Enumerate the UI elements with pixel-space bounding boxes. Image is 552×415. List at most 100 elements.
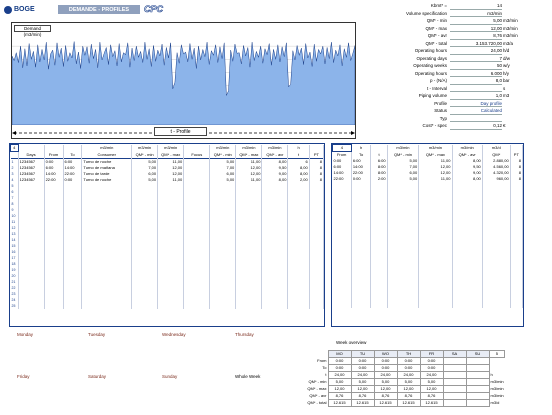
table-cell[interactable] <box>452 200 483 206</box>
table-cell[interactable] <box>183 182 211 189</box>
table-cell[interactable]: 14:00 <box>63 164 83 171</box>
table-cell[interactable] <box>452 188 483 194</box>
table-cell[interactable] <box>63 254 83 261</box>
table-cell[interactable] <box>81 296 133 303</box>
table-cell[interactable] <box>209 224 237 231</box>
table-cell[interactable] <box>387 188 420 194</box>
table-cell[interactable]: 9,50 <box>261 164 289 171</box>
table-cell[interactable] <box>287 248 310 255</box>
table-row[interactable] <box>332 212 524 218</box>
table-cell[interactable] <box>351 248 372 254</box>
table-cell[interactable] <box>44 266 64 273</box>
table-cell[interactable] <box>81 224 133 231</box>
table-cell[interactable] <box>332 218 352 224</box>
table-cell[interactable] <box>332 242 352 248</box>
tab-number[interactable]: 4 <box>10 144 19 152</box>
table-cell[interactable] <box>309 206 325 213</box>
table-cell[interactable] <box>131 236 159 243</box>
table-cell[interactable] <box>157 260 185 267</box>
table-cell[interactable] <box>287 284 310 291</box>
table-cell[interactable] <box>332 236 352 242</box>
table-cell[interactable] <box>387 230 420 236</box>
table-cell[interactable] <box>332 272 352 278</box>
table-cell[interactable] <box>131 242 159 249</box>
table-row[interactable]: 25 <box>10 302 325 309</box>
table-cell[interactable] <box>18 284 45 291</box>
table-cell[interactable]: 8 <box>510 170 524 176</box>
table-cell[interactable] <box>63 284 83 291</box>
table-cell[interactable] <box>261 194 289 201</box>
table-cell[interactable] <box>131 218 159 225</box>
table-cell[interactable] <box>418 302 453 308</box>
table-cell[interactable] <box>183 212 211 219</box>
table-cell[interactable] <box>183 290 211 297</box>
table-cell[interactable]: 22:00 <box>351 170 372 176</box>
table-cell[interactable] <box>418 188 453 194</box>
table-cell[interactable] <box>370 188 388 194</box>
table-cell[interactable] <box>287 182 310 189</box>
table-row[interactable]: 8 <box>10 200 325 207</box>
table-cell[interactable] <box>370 242 388 248</box>
table-cell[interactable]: 8:00 <box>370 170 388 176</box>
table-cell[interactable] <box>452 194 483 200</box>
table-cell[interactable] <box>209 200 237 207</box>
table-cell[interactable] <box>235 290 263 297</box>
table-cell[interactable]: 6,00 <box>387 170 420 176</box>
param-value[interactable]: 24,00 <box>450 47 502 55</box>
table-cell[interactable] <box>44 182 64 189</box>
table-cell[interactable] <box>510 236 524 242</box>
table-cell[interactable] <box>452 272 483 278</box>
table-cell[interactable] <box>332 296 352 302</box>
table-cell[interactable] <box>287 290 310 297</box>
table-cell[interactable] <box>183 230 211 237</box>
table-cell[interactable] <box>510 296 524 302</box>
table-cell[interactable] <box>157 284 185 291</box>
table-cell[interactable] <box>510 260 524 266</box>
table-cell[interactable]: 5,00 <box>209 176 237 183</box>
table-cell[interactable] <box>482 212 511 218</box>
table-cell[interactable] <box>235 266 263 273</box>
table-cell[interactable] <box>309 224 325 231</box>
table-cell[interactable] <box>309 284 325 291</box>
table-row[interactable]: 21 <box>10 278 325 285</box>
table-cell[interactable] <box>351 194 372 200</box>
table-cell[interactable] <box>482 296 511 302</box>
table-cell[interactable] <box>482 236 511 242</box>
table-row[interactable]: 0:00 6:00 6:00 5,00 11,00 8,00 2.880,00 8 <box>332 158 524 164</box>
table-cell[interactable] <box>131 290 159 297</box>
table-row[interactable]: 15 <box>10 242 325 249</box>
table-cell[interactable] <box>309 266 325 273</box>
table-cell[interactable] <box>157 194 185 201</box>
table-cell[interactable] <box>44 200 64 207</box>
table-cell[interactable] <box>183 272 211 279</box>
param-value[interactable]: 12,00 <box>450 24 502 32</box>
table-cell[interactable] <box>452 182 483 188</box>
table-cell[interactable] <box>387 302 420 308</box>
table-cell[interactable] <box>131 284 159 291</box>
table-cell[interactable] <box>287 194 310 201</box>
table-cell[interactable]: 8 <box>510 176 524 182</box>
table-cell[interactable] <box>452 296 483 302</box>
table-cell[interactable] <box>44 224 64 231</box>
table-row[interactable] <box>332 200 524 206</box>
table-cell[interactable]: 11,00 <box>235 158 263 165</box>
table-cell[interactable] <box>387 290 420 296</box>
table-cell[interactable]: Turno de noche <box>81 176 133 183</box>
table-cell[interactable] <box>157 230 185 237</box>
table-cell[interactable] <box>309 230 325 237</box>
table-cell[interactable] <box>351 290 372 296</box>
table-cell[interactable] <box>44 242 64 249</box>
table-cell[interactable] <box>183 296 211 303</box>
table-row[interactable] <box>332 194 524 200</box>
table-cell[interactable] <box>131 296 159 303</box>
table-cell[interactable]: 1234567 <box>18 164 45 171</box>
table-cell[interactable] <box>18 260 45 267</box>
table-cell[interactable] <box>387 284 420 290</box>
table-cell[interactable] <box>209 248 237 255</box>
table-cell[interactable] <box>209 182 237 189</box>
table-cell[interactable] <box>351 296 372 302</box>
table-cell[interactable] <box>235 278 263 285</box>
table-cell[interactable] <box>235 236 263 243</box>
table-cell[interactable] <box>235 212 263 219</box>
table-cell[interactable] <box>131 254 159 261</box>
